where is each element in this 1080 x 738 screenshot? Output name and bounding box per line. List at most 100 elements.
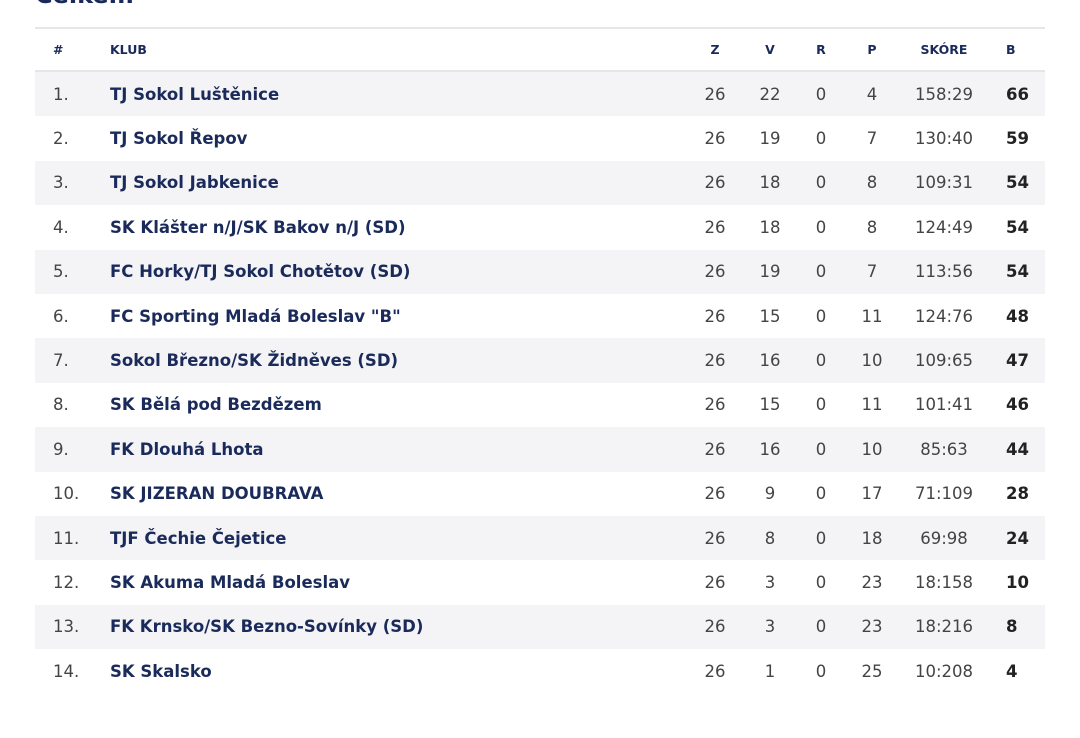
- cell: 26: [685, 71, 745, 117]
- club-name[interactable]: SK JIZERAN DOUBRAVA: [110, 484, 324, 504]
- table-row: 6. FC Sporting Mladá Boleslav "B" 26 15 0 11 1…: [35, 294, 1045, 338]
- cell: 0: [795, 71, 847, 117]
- cell: 11.: [35, 515, 110, 561]
- cell: 9.: [35, 427, 110, 472]
- table-row: 13. FK Krnsko/SK Bezno-Sovínky (SD) 26 3 0 23…: [35, 604, 1045, 650]
- cell: 0: [815, 484, 827, 504]
- column-header: KLUB: [110, 28, 685, 72]
- cell: 11: [861, 395, 883, 415]
- cell: 69:98: [897, 515, 991, 561]
- column-header: B: [991, 28, 1045, 72]
- cell: 15: [759, 395, 781, 415]
- cell: 109:31: [897, 160, 991, 206]
- cell: 8: [991, 604, 1045, 650]
- club-name[interactable]: SK Akuma Mladá Boleslav: [110, 572, 350, 592]
- table-row: 2. TJ Sokol Řepov 26 19 0 7 130:40 59: [35, 116, 1045, 160]
- cell: 8: [866, 217, 878, 237]
- cell: 26: [685, 249, 745, 294]
- cell: 10: [847, 338, 897, 383]
- cell: 26: [685, 427, 745, 472]
- cell: 26: [704, 661, 726, 681]
- cell: 109:65: [897, 338, 991, 383]
- club-name[interactable]: FC Horky/TJ Sokol Chotětov (SD): [110, 249, 685, 294]
- cell: 23: [847, 604, 897, 650]
- cell: 0: [815, 661, 827, 681]
- cell: 2.: [53, 129, 69, 149]
- club-name[interactable]: FK Dlouhá Lhota: [110, 427, 685, 472]
- cell: 66: [991, 71, 1045, 117]
- cell: 4: [1006, 661, 1018, 681]
- cell: 0: [815, 306, 827, 326]
- cell: 26: [685, 515, 745, 561]
- standings-table: # KLUB Z V R P SKÓRE B 1. TJ Sokol Luštěnice 26 22…: [35, 27, 1045, 693]
- cell: 10: [1006, 572, 1029, 592]
- cell: 4: [847, 71, 897, 117]
- cell: 9: [764, 484, 776, 504]
- cell: 26: [704, 484, 726, 504]
- cell: 17: [861, 484, 883, 504]
- cell: 46: [1006, 395, 1029, 415]
- cell: 15: [759, 306, 781, 326]
- column-header: SKÓRE: [897, 28, 991, 72]
- cell: 44: [991, 427, 1045, 472]
- cell: 54: [1006, 217, 1029, 237]
- cell: 0: [795, 249, 847, 294]
- cell: 5.: [35, 249, 110, 294]
- cell: 18:216: [897, 604, 991, 650]
- cell: 3: [764, 572, 776, 592]
- cell: 0: [795, 515, 847, 561]
- cell: 16: [745, 427, 795, 472]
- cell: 48: [1006, 306, 1029, 326]
- cell: 0: [795, 604, 847, 650]
- cell: 19: [759, 129, 781, 149]
- cell: 6.: [53, 306, 69, 326]
- club-name[interactable]: Sokol Březno/SK Židněves (SD): [110, 338, 685, 383]
- column-header: V: [745, 28, 795, 72]
- cell: 19: [745, 249, 795, 294]
- cell: 26: [704, 129, 726, 149]
- cell: 16: [745, 338, 795, 383]
- cell: 28: [1006, 484, 1029, 504]
- club-name[interactable]: TJ Sokol Luštěnice: [110, 71, 685, 117]
- table-row: 8. SK Bělá pod Bezdězem 26 15 0 11 101:41 46: [35, 383, 1045, 427]
- cell: 59: [1006, 129, 1029, 149]
- club-name[interactable]: TJ Sokol Jabkenice: [110, 160, 685, 206]
- cell: 22: [745, 71, 795, 117]
- cell: 26: [685, 604, 745, 650]
- cell: 18:158: [914, 572, 974, 592]
- cell: 13.: [35, 604, 110, 650]
- cell: 8: [847, 160, 897, 206]
- club-name[interactable]: SK Skalsko: [110, 661, 212, 681]
- cell: 18: [759, 217, 781, 237]
- column-header: #: [35, 28, 110, 72]
- cell: 130:40: [914, 129, 974, 149]
- cell: 0: [795, 427, 847, 472]
- cell: 0: [815, 572, 827, 592]
- cell: 3: [745, 604, 795, 650]
- column-header: R: [795, 28, 847, 72]
- cell: 7.: [35, 338, 110, 383]
- table-row: 14. SK Skalsko 26 1 0 25 10:208 4: [35, 649, 1045, 693]
- cell: 26: [704, 395, 726, 415]
- club-name[interactable]: FK Krnsko/SK Bezno-Sovínky (SD): [110, 604, 685, 650]
- cell: 0: [795, 338, 847, 383]
- table-body: 1. TJ Sokol Luštěnice 26 22 0 4 158:29 66 2. TJ S…: [35, 71, 1045, 693]
- table-row: 11. TJF Čechie Čejetice 26 8 0 18 69:98 24: [35, 515, 1045, 561]
- club-name[interactable]: SK Klášter n/J/SK Bakov n/J (SD): [110, 217, 406, 237]
- cell: 7: [866, 129, 878, 149]
- cell: 54: [991, 160, 1045, 206]
- club-name[interactable]: FC Sporting Mladá Boleslav "B": [110, 306, 401, 326]
- club-name[interactable]: TJ Sokol Řepov: [110, 129, 248, 149]
- cell: 0: [815, 129, 827, 149]
- cell: 26: [704, 306, 726, 326]
- cell: 1: [764, 661, 776, 681]
- cell: 10.: [53, 484, 80, 504]
- table-row: 7. Sokol Březno/SK Židněves (SD) 26 16 0 10 10…: [35, 338, 1045, 383]
- club-name[interactable]: SK Bělá pod Bezdězem: [110, 395, 322, 415]
- cell: 8.: [53, 395, 69, 415]
- cell: 18: [745, 160, 795, 206]
- column-header: Z: [685, 28, 745, 72]
- table-row: 4. SK Klášter n/J/SK Bakov n/J (SD) 26 18 0 8…: [35, 205, 1045, 249]
- club-name[interactable]: TJF Čechie Čejetice: [110, 515, 685, 561]
